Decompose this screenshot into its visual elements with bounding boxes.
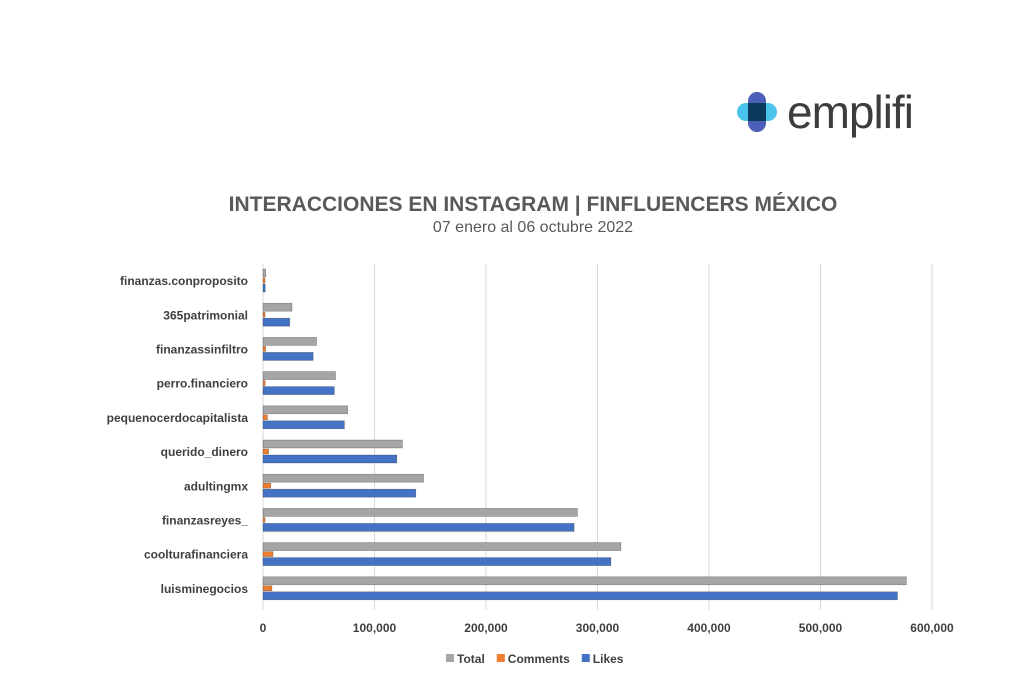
bar-likes xyxy=(262,488,417,498)
legend-swatch-likes xyxy=(581,654,590,662)
chart-subtitle: 07 enero al 06 octubre 2022 xyxy=(432,219,634,236)
x-tick-label: 200,000 xyxy=(464,621,508,635)
x-tick-label: 300,000 xyxy=(576,621,620,635)
bar-comments xyxy=(262,551,274,557)
bar-likes xyxy=(262,283,266,293)
legend-label-likes: Likes xyxy=(593,652,624,666)
bar-comments xyxy=(262,277,266,284)
bar-total xyxy=(262,473,424,483)
category-label: finanzasreyes_ xyxy=(162,514,248,528)
bar-comments xyxy=(262,482,272,489)
legend-swatch-comments xyxy=(496,654,505,662)
category-label: finanzas.conproposito xyxy=(120,274,248,288)
bar-comments xyxy=(262,448,269,455)
category-label: querido_dinero xyxy=(161,445,248,459)
bar-comments xyxy=(262,346,267,352)
legend-label-total: Total xyxy=(457,652,485,666)
x-tick-label: 500,000 xyxy=(799,621,843,635)
bar-total xyxy=(262,405,349,415)
category-label: perro.financiero xyxy=(157,377,248,391)
x-tick-label: 600,000 xyxy=(910,621,954,635)
bar-likes xyxy=(262,557,612,566)
x-tick-label: 100,000 xyxy=(353,621,397,635)
category-label: finanzassinfiltro xyxy=(156,343,248,357)
category-label: adultingmx xyxy=(184,479,248,493)
chart-title: INTERACCIONES EN INSTAGRAM | FINFLUENCER… xyxy=(228,193,838,216)
bar-comments xyxy=(262,517,266,523)
category-label: luisminegocios xyxy=(161,582,249,596)
bar-total xyxy=(262,542,622,551)
bar-total xyxy=(262,508,578,517)
bar-total xyxy=(262,371,336,380)
bar-likes xyxy=(262,386,335,395)
category-label: 365patrimonial xyxy=(163,308,248,322)
bar-likes xyxy=(262,352,314,361)
bar-total xyxy=(262,337,317,346)
bar-total xyxy=(262,439,403,449)
bar-likes xyxy=(262,591,898,601)
bar-likes xyxy=(262,454,398,464)
bar-total xyxy=(262,302,293,312)
bar-likes xyxy=(262,420,345,430)
emplifi-logo: emplifi xyxy=(735,85,914,139)
logo-text: emplifi xyxy=(787,86,914,138)
bar-comments xyxy=(262,414,268,421)
category-label: pequenocerdocapitalista xyxy=(107,411,249,425)
category-label: coolturafinanciera xyxy=(144,548,248,562)
bar-likes xyxy=(262,317,291,327)
legend-swatch-total xyxy=(446,654,454,662)
bar-total xyxy=(262,576,907,586)
bar-comments xyxy=(262,380,266,386)
x-tick-label: 400,000 xyxy=(687,621,731,635)
logo-icon xyxy=(737,92,777,132)
bar-comments xyxy=(262,585,273,592)
bar-total xyxy=(262,268,267,278)
bar-likes xyxy=(262,523,575,532)
bar-comments xyxy=(262,311,266,318)
legend-label-comments: Comments xyxy=(508,652,570,666)
x-tick-label: 0 xyxy=(260,621,267,635)
